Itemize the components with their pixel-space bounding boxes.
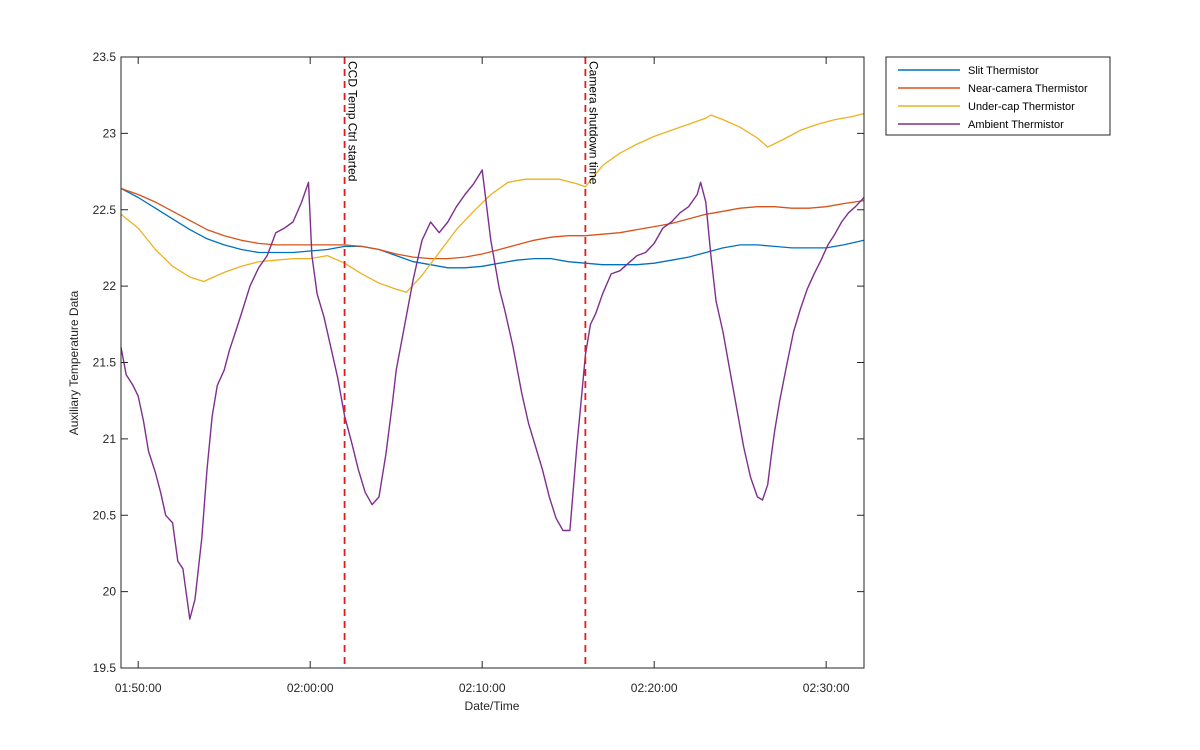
y-tick-label: 22.5 (93, 203, 117, 217)
axis-ticks (121, 56, 864, 669)
series-line-under-cap-thermistor (120, 112, 865, 293)
annotation-lines (343, 57, 587, 668)
y-tick-label: 20 (103, 585, 117, 599)
y-tick-label: 22 (103, 279, 117, 293)
annotation-labels: CCD Temp Ctrl started Camera shutdown tim… (346, 61, 601, 185)
series-line-slit-thermistor (120, 187, 865, 269)
annotation-label-2: Camera shutdown time (586, 61, 600, 185)
x-tick-label: 01:50:00 (115, 681, 162, 695)
x-tick-label: 02:10:00 (459, 681, 506, 695)
annotation-label-1: CCD Temp Ctrl started (346, 61, 360, 181)
legend-label: Near-camera Thermistor (968, 83, 1088, 95)
y-tick-label: 20.5 (93, 508, 117, 522)
x-axis-tick-labels: 01:50:00 02:00:00 02:10:00 02:20:00 02:30:00 (115, 681, 850, 695)
x-axis-title: Date/Time (465, 699, 520, 713)
y-tick-label: 23.5 (93, 50, 117, 64)
legend-label: Ambient Thermistor (968, 119, 1064, 131)
legend-label: Slit Thermistor (968, 65, 1039, 77)
series-line-ambient-thermistor (120, 169, 865, 620)
y-tick-label: 21.5 (93, 356, 117, 370)
x-tick-label: 02:20:00 (631, 681, 678, 695)
y-axis-tick-labels: 19.5 20 20.5 21 21.5 22 22.5 23 23.5 (93, 50, 117, 675)
plot-area (120, 56, 865, 669)
y-axis-title: Auxiliary Temperature Data (67, 290, 81, 435)
plot-background (121, 57, 864, 668)
x-tick-label: 02:00:00 (287, 681, 334, 695)
y-tick-label: 21 (103, 432, 117, 446)
series-group (120, 112, 865, 620)
legend-items: Slit Thermistor Near-camera Thermistor Und… (898, 65, 1088, 131)
legend-label: Under-cap Thermistor (968, 101, 1075, 113)
y-tick-label: 19.5 (93, 661, 117, 675)
series-line-near-camera-thermistor (120, 187, 865, 260)
legend: Slit Thermistor Near-camera Thermistor Und… (885, 56, 1111, 136)
y-tick-label: 23 (103, 126, 117, 140)
x-tick-label: 02:30:00 (803, 681, 850, 695)
